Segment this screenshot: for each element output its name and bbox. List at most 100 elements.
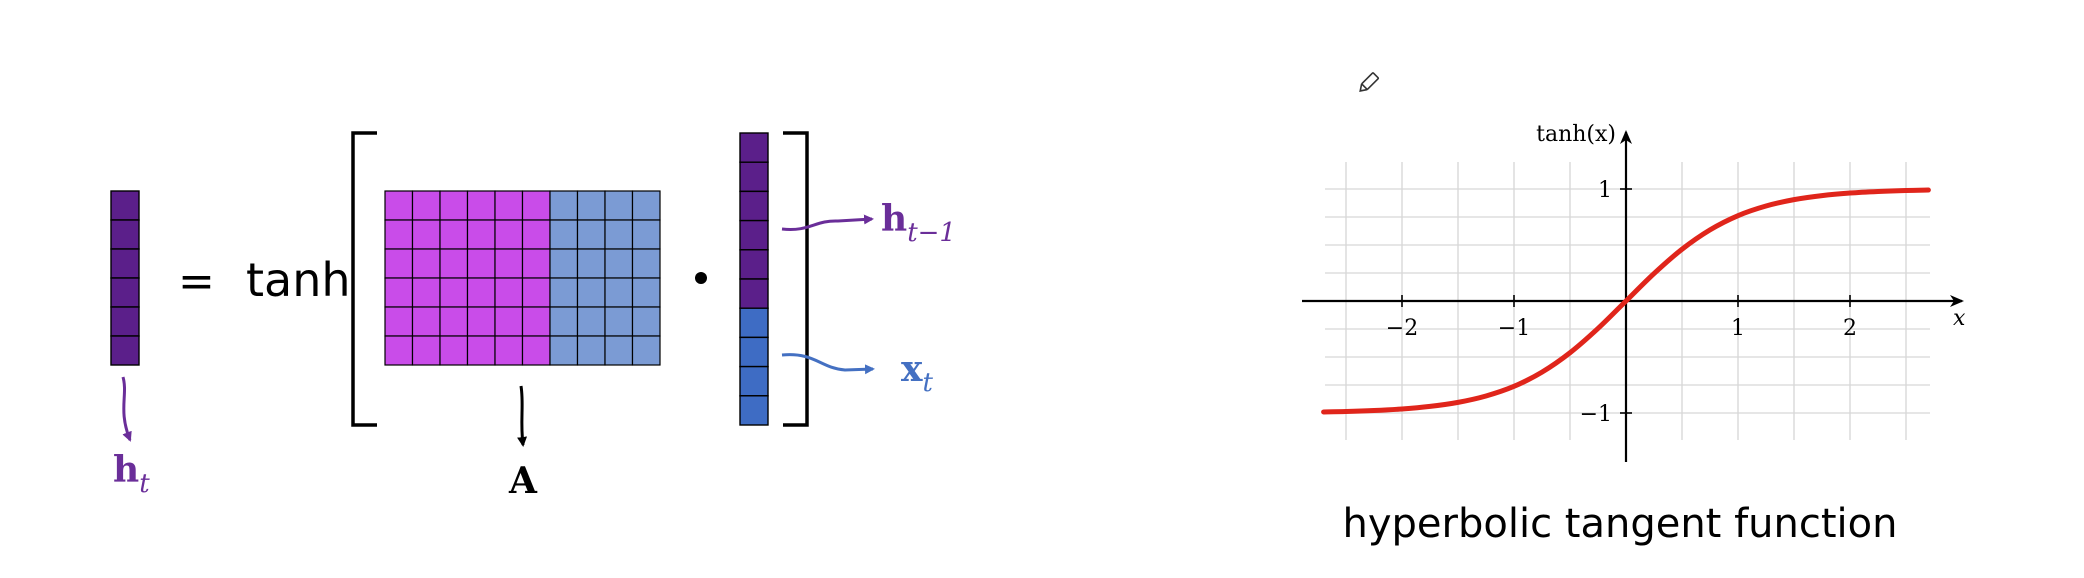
- y-tick-labels: 1 −1: [1580, 178, 1632, 427]
- matrix-input-cell: [549, 335, 579, 366]
- matrix-input-cell: [631, 219, 661, 250]
- matrix-hidden-cell: [521, 335, 551, 366]
- matrix-hidden-cell: [521, 306, 551, 337]
- tanh-curve: [1321, 187, 1931, 415]
- matrix-input-cell: [576, 219, 606, 250]
- previous-hidden-cell: [739, 278, 769, 309]
- tanh-function-label: tanh: [246, 253, 351, 307]
- matrix-input-cell: [631, 277, 661, 308]
- matrix-hidden-cell: [494, 219, 524, 250]
- matrix-hidden-cell: [466, 190, 496, 221]
- hidden-state-label: ht: [113, 449, 150, 499]
- matrix-arrow: [517, 385, 528, 447]
- matrix-hidden-cell: [466, 219, 496, 250]
- y-tick-label: −1: [1580, 402, 1612, 427]
- previous-hidden-cell: [739, 249, 769, 280]
- matrix-hidden-cell: [384, 306, 414, 337]
- matrix-hidden-cell: [384, 219, 414, 250]
- matrix-input-cell: [549, 190, 579, 221]
- matrix-hidden-cell: [439, 190, 469, 221]
- matrix-input-cell: [549, 277, 579, 308]
- y-tick-label: 1: [1598, 178, 1612, 203]
- matrix-hidden-cell: [466, 277, 496, 308]
- matrix-hidden-cell: [494, 248, 524, 279]
- weight-matrix: [384, 190, 661, 366]
- matrix-hidden-cell: [411, 306, 441, 337]
- equals-sign: =: [178, 256, 215, 307]
- matrix-hidden-cell: [384, 277, 414, 308]
- left-bracket: [351, 131, 377, 427]
- dot-product-symbol: [695, 272, 707, 284]
- matrix-hidden-cell: [494, 190, 524, 221]
- input-cell: [739, 336, 769, 368]
- matrix-input-cell: [604, 277, 634, 308]
- hidden-state-cell: [110, 248, 140, 279]
- matrix-hidden-cell: [411, 219, 441, 250]
- matrix-input-cell: [631, 248, 661, 279]
- hidden-state-cell: [110, 219, 140, 250]
- previous-hidden-cell: [739, 161, 769, 193]
- matrix-input-cell: [631, 335, 661, 366]
- previous-hidden-cell: [739, 132, 769, 163]
- concatenated-vector: [739, 132, 769, 426]
- matrix-input-cell: [631, 306, 661, 337]
- matrix-input-cell: [576, 306, 606, 337]
- matrix-input-cell: [576, 190, 606, 221]
- x-tick-label: −1: [1498, 316, 1530, 341]
- x-tick-labels: −2 −1 1 2: [1386, 295, 1857, 341]
- matrix-input-cell: [604, 190, 634, 221]
- matrix-hidden-cell: [439, 219, 469, 250]
- matrix-label: A: [508, 460, 538, 502]
- x-tick-label: 2: [1843, 316, 1857, 341]
- matrix-hidden-cell: [439, 248, 469, 279]
- matrix-hidden-cell: [439, 306, 469, 337]
- matrix-hidden-cell: [521, 277, 551, 308]
- matrix-hidden-cell: [494, 335, 524, 366]
- input-arrow: [781, 353, 875, 375]
- matrix-hidden-cell: [466, 248, 496, 279]
- right-bracket: [783, 131, 809, 427]
- matrix-hidden-cell: [521, 219, 551, 250]
- matrix-input-cell: [604, 248, 634, 279]
- rnn-equation: ht = tanh A ht−1 xt: [110, 131, 956, 502]
- matrix-hidden-cell: [411, 248, 441, 279]
- input-label: xt: [901, 348, 933, 398]
- hidden-state-cell: [110, 190, 140, 221]
- input-cell: [739, 395, 769, 426]
- matrix-hidden-cell: [494, 306, 524, 337]
- matrix-hidden-cell: [494, 277, 524, 308]
- tanh-chart: −2 −1 1 2 1 −1 x tanh(x) hyperbolic tangent …: [1302, 122, 1966, 547]
- matrix-input-cell: [604, 306, 634, 337]
- matrix-hidden-cell: [466, 335, 496, 366]
- matrix-input-cell: [576, 335, 606, 366]
- matrix-hidden-cell: [439, 277, 469, 308]
- hidden-state-cell: [110, 277, 140, 308]
- y-axis-label: tanh(x): [1536, 122, 1616, 147]
- x-axis-label: x: [1953, 306, 1966, 331]
- matrix-input-cell: [604, 335, 634, 366]
- chart-axes: [1302, 130, 1964, 462]
- x-tick-label: −2: [1386, 316, 1418, 341]
- matrix-input-cell: [549, 306, 579, 337]
- input-cell: [739, 365, 769, 397]
- matrix-input-cell: [631, 190, 661, 221]
- previous-hidden-label: ht−1: [881, 198, 956, 248]
- matrix-hidden-cell: [411, 335, 441, 366]
- hidden-state-cell: [110, 335, 140, 366]
- chart-title: hyperbolic tangent function: [1343, 501, 1898, 547]
- matrix-hidden-cell: [521, 248, 551, 279]
- input-cell: [739, 307, 769, 339]
- matrix-hidden-cell: [466, 306, 496, 337]
- matrix-hidden-cell: [384, 190, 414, 221]
- matrix-hidden-cell: [411, 190, 441, 221]
- chart-series: [1321, 187, 1931, 415]
- pencil-icon: [1359, 72, 1379, 92]
- matrix-hidden-cell: [439, 335, 469, 366]
- matrix-hidden-cell: [384, 335, 414, 366]
- matrix-input-cell: [549, 219, 579, 250]
- matrix-input-cell: [604, 219, 634, 250]
- matrix-input-cell: [576, 277, 606, 308]
- matrix-input-cell: [549, 248, 579, 279]
- matrix-hidden-cell: [411, 277, 441, 308]
